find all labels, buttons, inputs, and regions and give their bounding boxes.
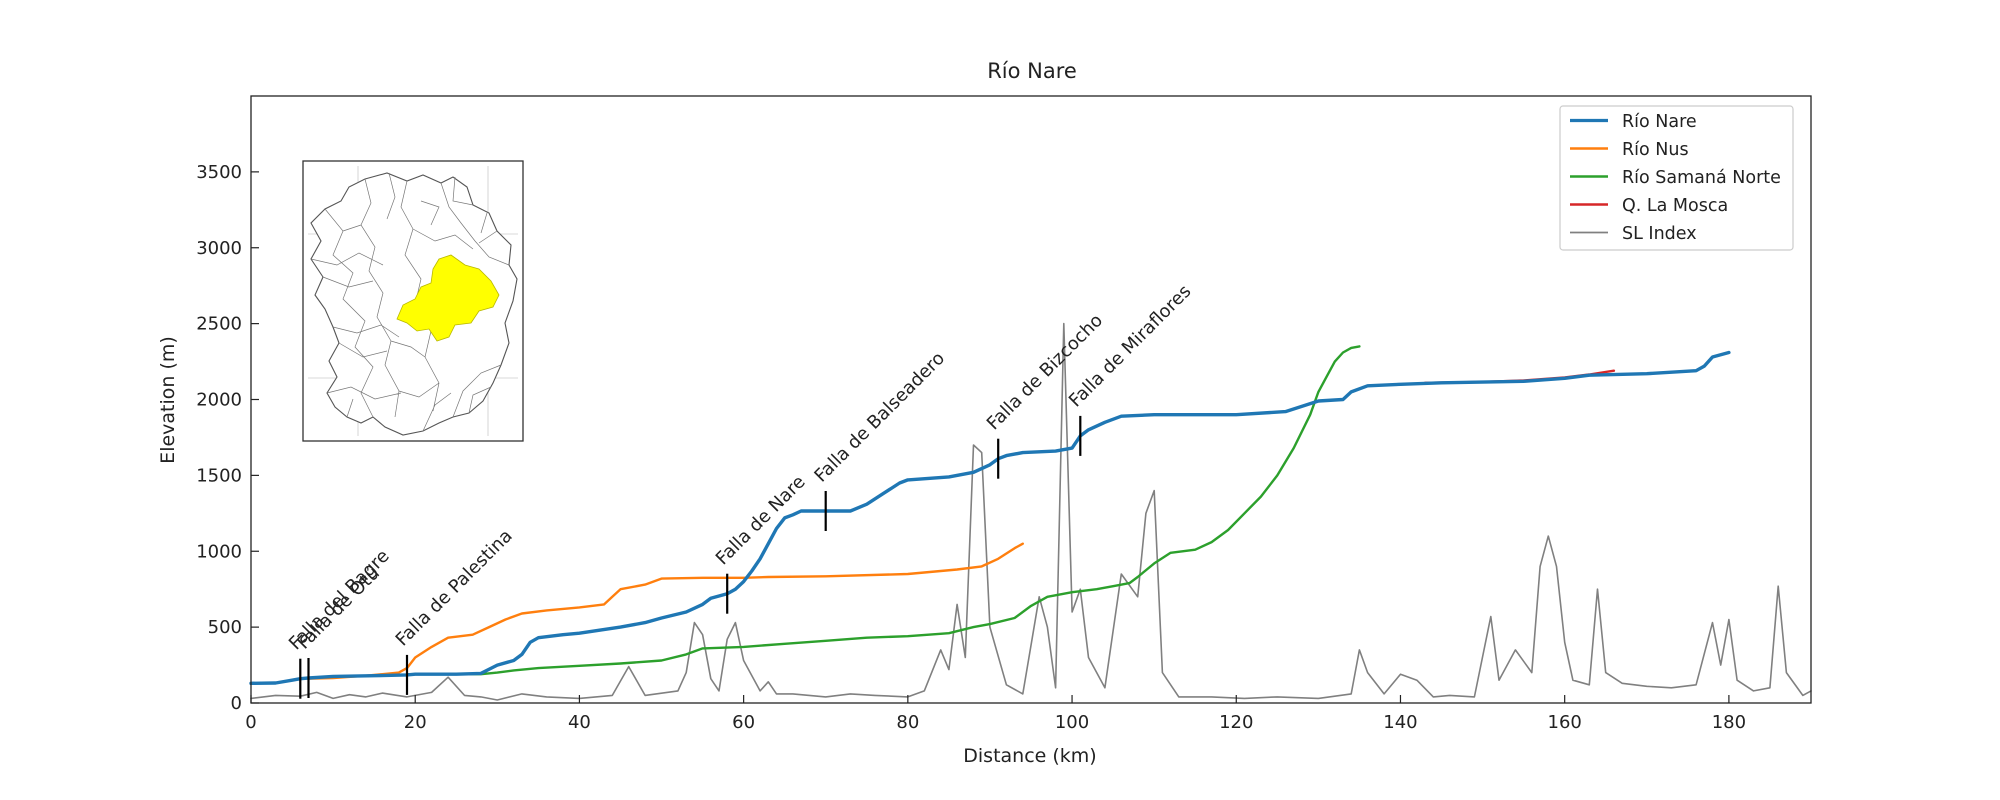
x-tick-label: 120 (1219, 712, 1253, 733)
y-tick-label: 2000 (196, 390, 242, 411)
legend-label-sl-index: SL Index (1622, 224, 1697, 244)
inset-map (302, 160, 524, 442)
y-tick-label: 1500 (196, 465, 242, 486)
legend: Río Nare Río Nus Río Samaná Norte Q. La … (1559, 105, 1794, 251)
x-axis-label: Distance (km) (963, 745, 1096, 767)
y-tick-label: 1000 (196, 541, 242, 562)
axes: 0 20 40 60 80 100 120 140 160 180 0 500 1000 1500 2000… (196, 95, 1812, 733)
y-axis-label: Elevation (m) (157, 336, 179, 464)
x-tick-label: 40 (568, 712, 591, 733)
legend-label-rio-samana-norte: Río Samaná Norte (1622, 168, 1781, 188)
x-tick-label: 100 (1055, 712, 1089, 733)
series-line-sl-index (250, 322, 1812, 701)
legend-box (1559, 105, 1794, 251)
fault-label-falla-de-balseadero: Falla de Balseadero (810, 348, 949, 487)
x-tick-label: 160 (1548, 712, 1582, 733)
y-tick-label: 0 (231, 693, 242, 714)
x-tick-label: 180 (1712, 712, 1746, 733)
inset-map-rio-nare-basin (396, 254, 500, 342)
legend-label-q-la-mosca: Q. La Mosca (1622, 196, 1728, 216)
series-line-rio-nus (307, 542, 1024, 680)
fault-label-falla-de-otu: Falla de Otú (293, 563, 384, 654)
legend-label-rio-nus: Río Nus (1622, 140, 1689, 160)
x-tick-label: 80 (896, 712, 919, 733)
y-tick-label: 2500 (196, 314, 242, 335)
x-tick-label: 0 (245, 712, 256, 733)
y-tick-label: 3000 (196, 238, 242, 259)
x-tick-label: 140 (1383, 712, 1417, 733)
chart-title: Río Nare (987, 59, 1077, 83)
x-tick-label: 60 (732, 712, 755, 733)
fault-label-falla-de-palestina: Falla de Palestina (392, 525, 517, 650)
series-line-rio-samana-norte (405, 345, 1361, 676)
legend-label-rio-nare: Río Nare (1622, 112, 1697, 132)
y-tick-label: 3500 (196, 162, 242, 183)
y-tick-label: 500 (208, 617, 242, 638)
x-tick-label: 20 (404, 712, 427, 733)
